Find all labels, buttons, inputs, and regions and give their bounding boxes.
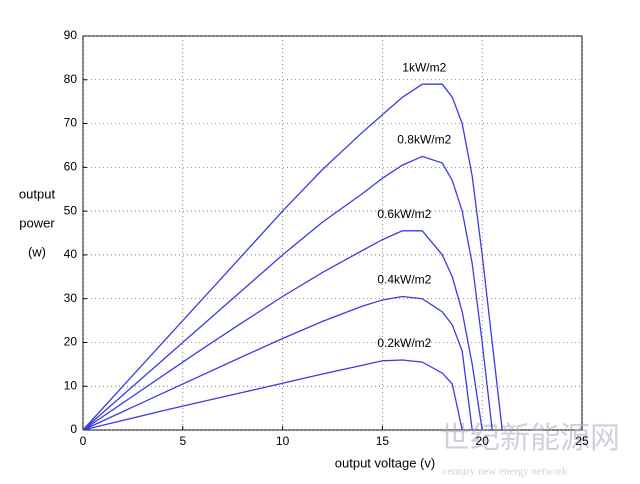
y-tick-label: 30 [64, 291, 78, 305]
y-tick-label: 70 [64, 116, 78, 130]
x-tick-label: 15 [376, 434, 390, 448]
y-tick-label: 90 [64, 28, 78, 42]
x-tick-label: 10 [276, 434, 290, 448]
x-tick-label: 20 [476, 434, 490, 448]
x-tick-label: 25 [575, 434, 589, 448]
y-tick-label: 80 [64, 72, 78, 86]
curve-label: 0.8kW/m2 [397, 133, 451, 147]
y-tick-label: 0 [70, 422, 77, 436]
y-axis-label: power [19, 215, 55, 230]
curve-label: 0.4kW/m2 [377, 273, 431, 287]
series-line [82, 359, 463, 431]
series-line [82, 230, 483, 431]
y-axis-label: output [19, 186, 56, 201]
y-axis-label: (w) [28, 244, 46, 259]
x-tick-label: 0 [80, 434, 87, 448]
y-tick-label: 20 [64, 335, 78, 349]
series-line [82, 83, 503, 431]
series-line [82, 295, 473, 431]
x-tick-label: 5 [179, 434, 186, 448]
series-line [82, 155, 493, 431]
curve-label: 0.6kW/m2 [377, 207, 431, 221]
curve-label: 0.2kW/m2 [377, 336, 431, 350]
y-tick-label: 50 [64, 203, 78, 217]
watermark: 世纪新能源网 [440, 422, 620, 455]
y-tick-label: 40 [64, 247, 78, 261]
y-tick-label: 60 [64, 160, 78, 174]
plot-area [82, 35, 583, 431]
watermark: century new energy network [442, 466, 568, 478]
x-axis-label: output voltage (v) [335, 455, 435, 470]
y-tick-label: 10 [64, 378, 78, 392]
curve-label: 1kW/m2 [402, 60, 446, 74]
